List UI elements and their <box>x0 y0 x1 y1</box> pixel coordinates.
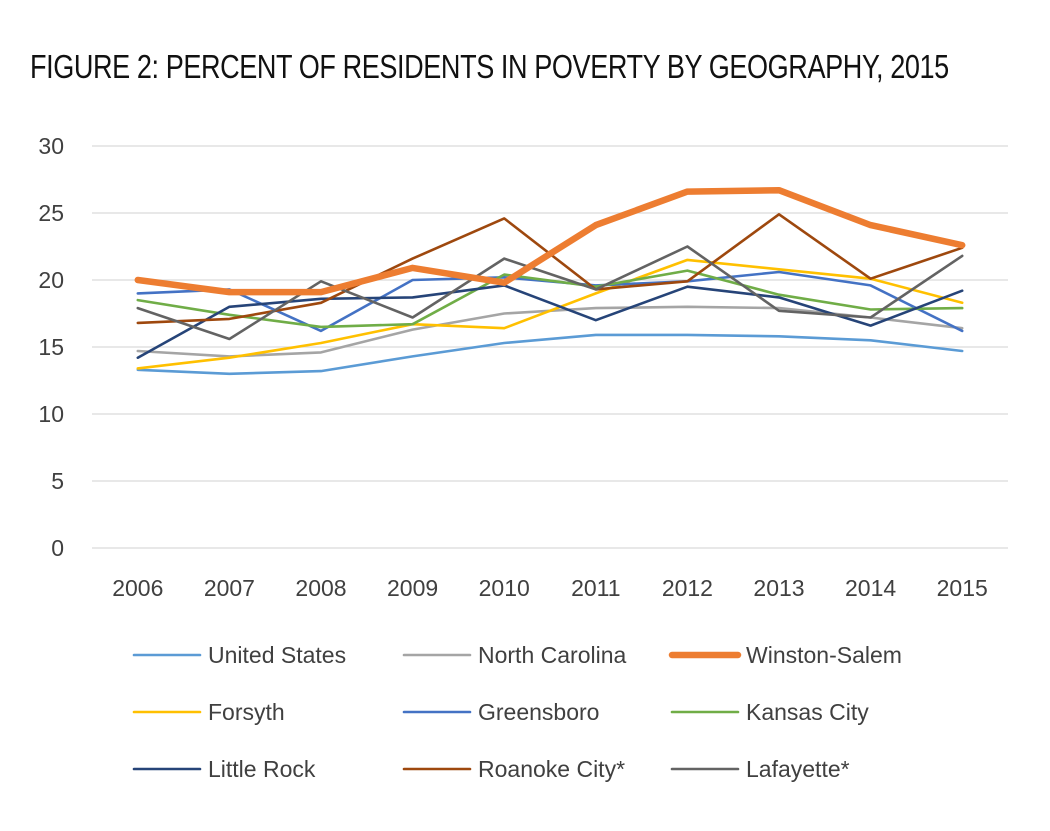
chart-title: FIGURE 2: PERCENT OF RESIDENTS IN POVERT… <box>30 48 949 85</box>
legend-label: Greensboro <box>478 699 599 725</box>
y-tick-label: 15 <box>38 334 64 360</box>
legend-label: Kansas City <box>746 699 869 725</box>
legend-item: North Carolina <box>402 642 626 668</box>
series-line-roanoke-city <box>136 213 964 325</box>
x-tick-label: 2008 <box>295 575 346 601</box>
legend-item: Kansas City <box>670 699 869 725</box>
legend-label: North Carolina <box>478 642 626 668</box>
series-line-forsyth <box>136 258 964 370</box>
x-tick-label: 2013 <box>753 575 804 601</box>
y-tick-label: 0 <box>51 535 64 561</box>
legend-label: Roanoke City* <box>478 756 625 782</box>
y-tick-label: 5 <box>51 468 64 494</box>
legend: United States North Carolina Winston-Salem… <box>132 642 902 782</box>
gridlines <box>92 145 1008 549</box>
legend-item: Little Rock <box>132 756 316 782</box>
legend-item: Forsyth <box>132 699 285 725</box>
x-tick-label: 2010 <box>479 575 530 601</box>
x-tick-label: 2006 <box>112 575 163 601</box>
legend-item: Greensboro <box>402 699 599 725</box>
legend-label: Little Rock <box>208 756 316 782</box>
y-tick-label: 25 <box>38 200 64 226</box>
series-line-little-rock <box>136 284 964 360</box>
y-axis-ticks: 0 5 10 15 20 25 30 <box>38 133 64 561</box>
series-line-united-states <box>136 333 964 376</box>
legend-item: Roanoke City* <box>402 756 625 782</box>
legend-item: Lafayette* <box>670 756 850 782</box>
x-tick-label: 2015 <box>937 575 988 601</box>
y-tick-label: 20 <box>38 267 64 293</box>
legend-item: Winston-Salem <box>668 642 902 668</box>
legend-label: Winston-Salem <box>746 642 902 668</box>
x-tick-label: 2009 <box>387 575 438 601</box>
series-line-winston-salem <box>134 186 966 296</box>
x-axis-ticks: 2006 2007 2008 2009 2010 2011 2012 2013 2014 2015 <box>112 575 988 601</box>
series-line-kansas-city <box>136 269 964 329</box>
y-tick-label: 10 <box>38 401 64 427</box>
y-tick-label: 30 <box>38 133 64 159</box>
series-lines <box>134 186 966 376</box>
legend-label: Lafayette* <box>746 756 850 782</box>
legend-label: United States <box>208 642 346 668</box>
legend-item: United States <box>132 642 346 668</box>
x-tick-label: 2007 <box>204 575 255 601</box>
legend-label: Forsyth <box>208 699 285 725</box>
x-tick-label: 2014 <box>845 575 896 601</box>
series-line-lafayette <box>136 245 964 341</box>
x-tick-label: 2011 <box>571 575 620 601</box>
x-tick-label: 2012 <box>662 575 713 601</box>
